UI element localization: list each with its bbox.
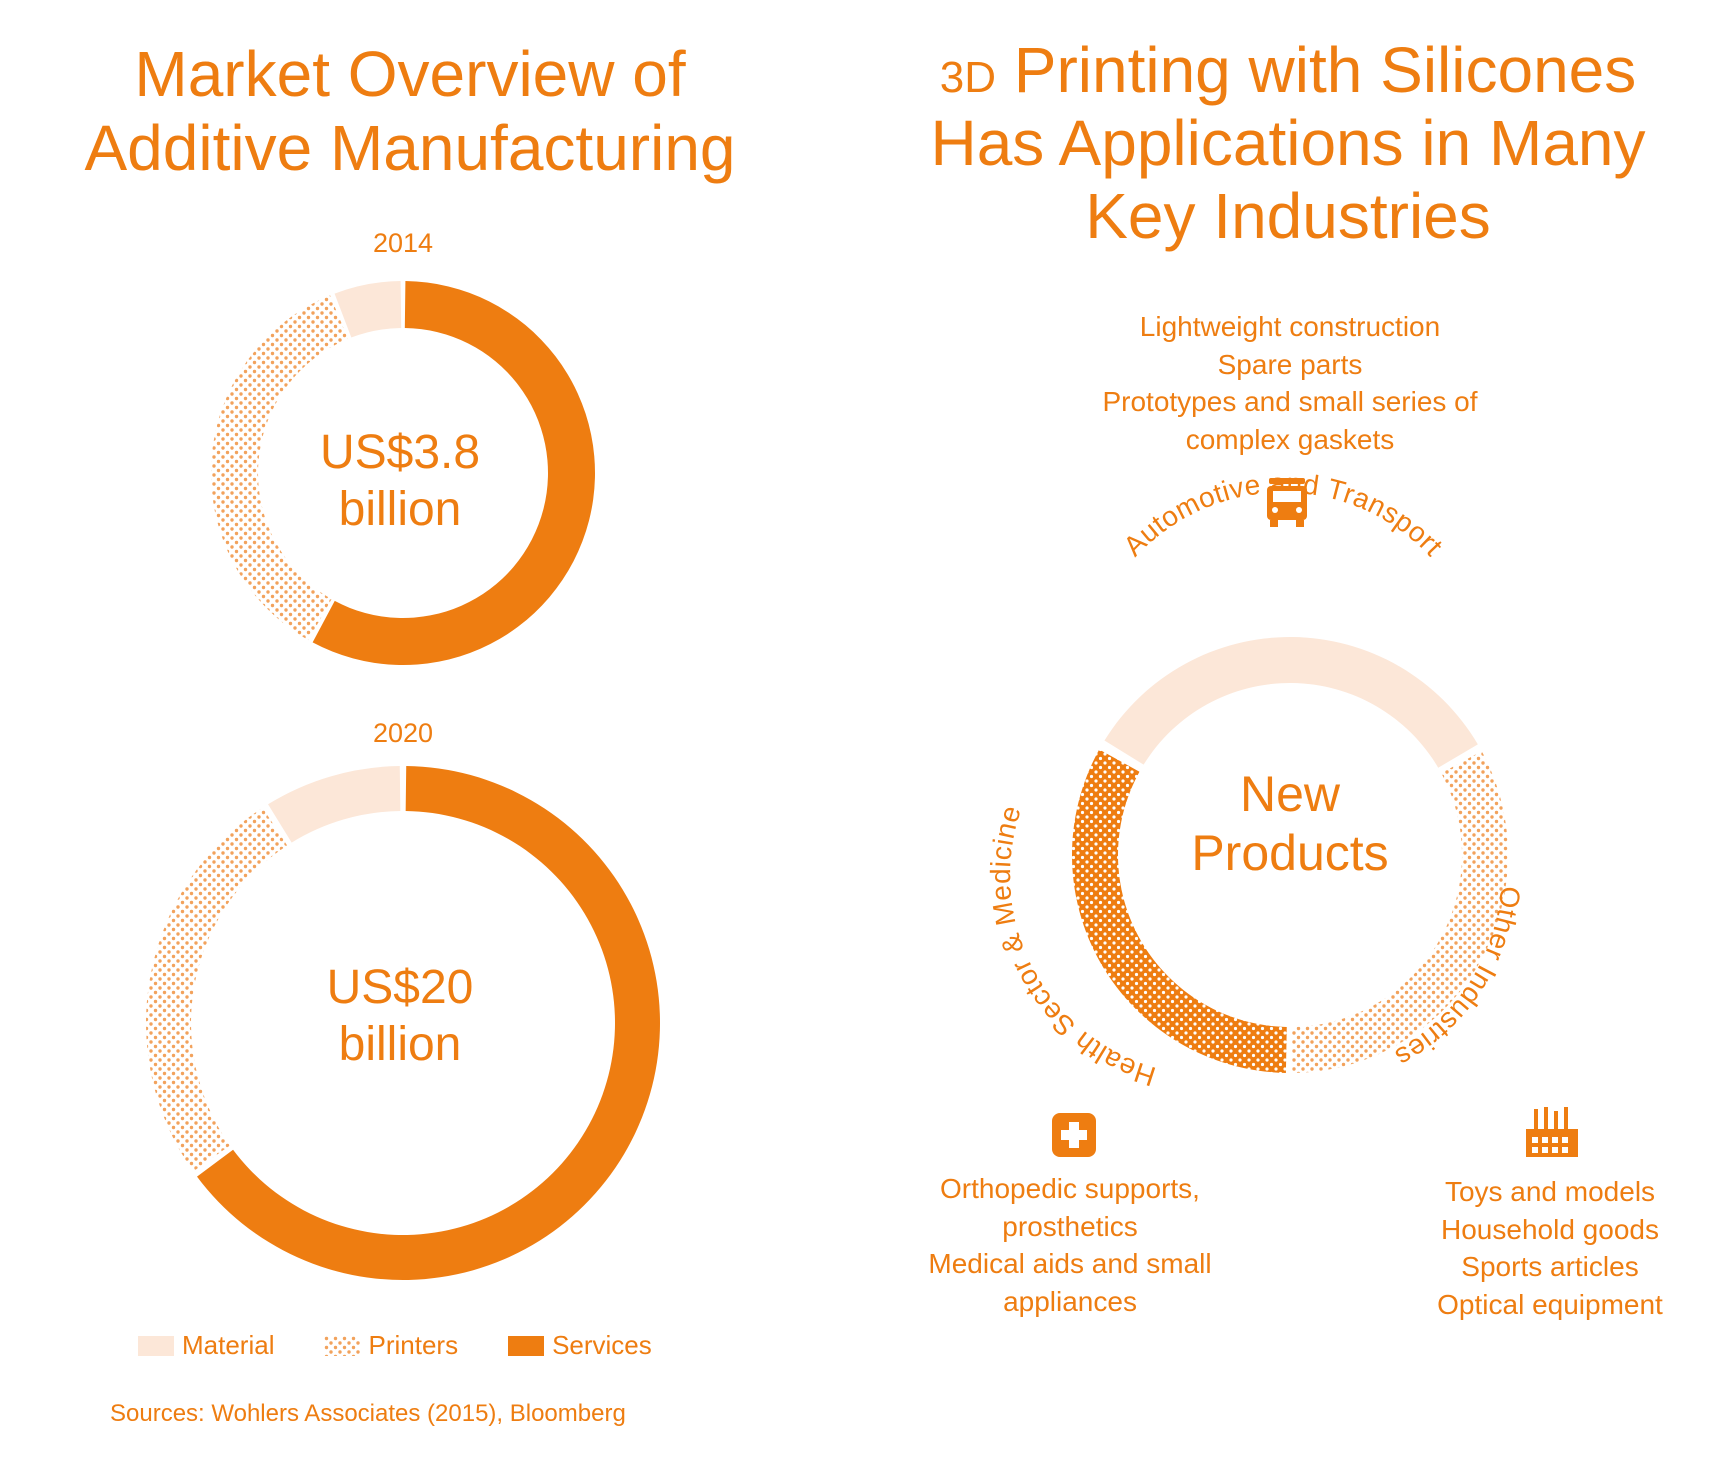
other-items: Toys and models Household goods Sports a… bbox=[1360, 1173, 1736, 1323]
automotive-item: complex gaskets bbox=[1185, 423, 1395, 455]
right-title-line3: Key Industries bbox=[1085, 179, 1491, 252]
automotive-item: Prototypes and small series of bbox=[1102, 386, 1478, 418]
medical-cross-icon bbox=[1052, 1113, 1096, 1157]
legend-item-material: Material bbox=[138, 1330, 274, 1361]
donut-2014-center: US$3.8 billion bbox=[260, 425, 540, 538]
industry-segment-other bbox=[1291, 751, 1508, 1073]
right-title-line2: Has Applications in Many bbox=[930, 106, 1646, 179]
right-title: 3D Printing with Silicones Has Applicati… bbox=[868, 34, 1708, 253]
health-item: Orthopedic supports, bbox=[940, 1173, 1200, 1204]
donut-2014-year: 2014 bbox=[372, 228, 434, 258]
industry-center-line2: Products bbox=[1191, 825, 1389, 881]
left-title-line2: Additive Manufacturing bbox=[84, 111, 736, 184]
health-item: Medical aids and small bbox=[928, 1248, 1212, 1280]
health-item: appliances bbox=[1003, 1285, 1137, 1317]
donut-segment-printers bbox=[146, 807, 288, 1172]
donut-segment-material bbox=[268, 766, 401, 843]
legend-swatch-material bbox=[138, 1335, 174, 1356]
donut-2014-unit: billion bbox=[338, 482, 462, 536]
donut-industry bbox=[1071, 637, 1508, 1073]
health-item: prosthetics bbox=[1002, 1210, 1138, 1242]
legend-label-services: Services bbox=[552, 1330, 652, 1360]
donut-segment-material bbox=[334, 281, 402, 338]
legend-item-services: Services bbox=[508, 1330, 652, 1361]
other-item: Toys and models bbox=[1444, 1176, 1656, 1207]
automotive-item: Spare parts bbox=[1217, 348, 1363, 380]
truck-icon bbox=[1267, 478, 1307, 527]
donut-2020-value: US$20 bbox=[326, 961, 474, 1014]
right-title-line1: 3D Printing with Silicones bbox=[868, 34, 1708, 107]
donut-2020-year: 2020 bbox=[372, 718, 434, 748]
donut-2020 bbox=[146, 766, 660, 1280]
donut-segment-services bbox=[312, 281, 595, 666]
industry-center: New Products bbox=[1130, 765, 1450, 883]
legend-label-printers: Printers bbox=[368, 1330, 459, 1360]
legend-swatch-services bbox=[508, 1335, 545, 1356]
factory-icon bbox=[1526, 1107, 1578, 1157]
right-title-3d: 3D bbox=[939, 53, 996, 102]
legend-swatch-printers bbox=[324, 1335, 361, 1356]
industry-segment-automotive bbox=[1104, 637, 1478, 768]
right-title-line1-rest: Printing with Silicones bbox=[995, 34, 1637, 106]
legend-item-printers: Printers bbox=[324, 1330, 458, 1361]
left-title-line1: Market Overview of bbox=[134, 38, 686, 110]
left-title: Market Overview of Additive Manufacturin… bbox=[20, 38, 800, 185]
industry-segment-health bbox=[1071, 749, 1287, 1073]
other-item: Sports articles bbox=[1461, 1251, 1639, 1283]
industry-center-line1: New bbox=[1239, 766, 1341, 822]
sources-note: Sources: Wohlers Associates (2015), Bloo… bbox=[110, 1400, 626, 1427]
legend-label-material: Material bbox=[182, 1330, 275, 1360]
donut-2020-unit: billion bbox=[338, 1017, 462, 1071]
automotive-items: Lightweight construction Spare parts Pro… bbox=[1030, 308, 1550, 458]
legend: Material Printers Services bbox=[138, 1330, 702, 1361]
donut-2014-value: US$3.8 bbox=[319, 426, 481, 479]
other-item: Optical equipment bbox=[1437, 1288, 1663, 1320]
donut-segment-printers bbox=[211, 295, 348, 641]
other-item: Household goods bbox=[1441, 1213, 1659, 1245]
donut-2020-center: US$20 billion bbox=[260, 960, 540, 1073]
health-items: Orthopedic supports, prosthetics Medical… bbox=[870, 1170, 1270, 1320]
donut-2014 bbox=[211, 281, 595, 666]
automotive-item: Lightweight construction bbox=[1139, 311, 1441, 342]
